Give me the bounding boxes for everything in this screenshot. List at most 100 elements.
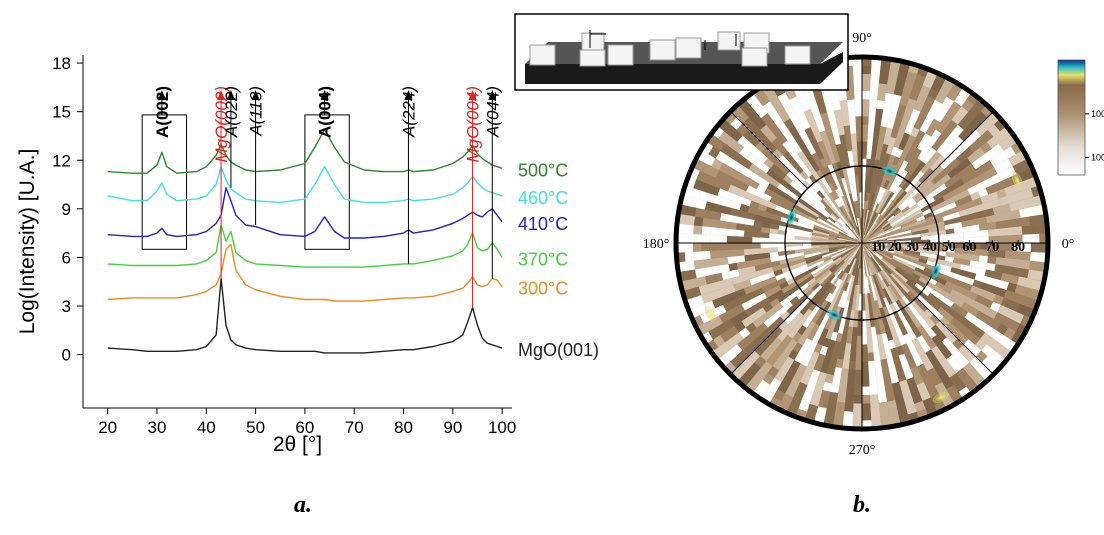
texture-cell: [835, 358, 844, 369]
texture-cell: [867, 99, 878, 134]
texture-cell: [888, 365, 900, 384]
texture-cell: [850, 133, 859, 168]
texture-cell: [756, 183, 767, 194]
texture-cell: [752, 302, 784, 329]
texture-cell: [778, 155, 806, 184]
annotation-label: MgO(002): [212, 86, 231, 163]
texture-cell: [988, 243, 1006, 251]
texture-cell: [885, 314, 902, 348]
texture-cell: [817, 179, 830, 196]
texture-cell: [846, 258, 857, 284]
texture-cell: [752, 237, 778, 243]
texture-cell: [901, 205, 910, 214]
texture-cell: [903, 333, 924, 367]
texture-cell: [828, 84, 841, 111]
texture-cell: [846, 202, 860, 236]
texture-cell: [847, 221, 862, 243]
texture-cell: [962, 229, 989, 238]
texture-cell: [862, 243, 884, 258]
texture-cell: [914, 74, 926, 86]
texture-cell: [799, 170, 809, 181]
texture-cell: [711, 264, 730, 275]
texture-cell: [918, 258, 928, 264]
texture-cell: [877, 225, 902, 237]
texture-cell: [945, 228, 955, 235]
texture-cell: [943, 214, 970, 226]
texture-cell: [952, 338, 964, 350]
texture-cell: [858, 234, 862, 243]
texture-cell: [946, 354, 964, 373]
texture-cell: [941, 337, 970, 368]
texture-cell: [1006, 282, 1018, 293]
texture-cell: [854, 90, 862, 117]
psi-tick-label: 70: [985, 240, 999, 255]
texture-cell: [700, 331, 714, 345]
texture-cell: [767, 366, 780, 378]
texture-cell: [789, 296, 800, 306]
texture-cell: [933, 363, 955, 390]
texture-cell: [804, 251, 822, 259]
texture-cell: [836, 239, 854, 243]
texture-cell: [981, 344, 1007, 368]
texture-cell: [892, 310, 909, 336]
texture-cell: [862, 233, 877, 243]
texture-cell: [862, 90, 870, 100]
texture-cell: [805, 288, 815, 297]
texture-cell: [777, 238, 812, 243]
texture-cell: [870, 193, 876, 203]
texture-cell: [831, 246, 855, 259]
texture-cell: [892, 320, 900, 330]
texture-cell: [862, 243, 884, 257]
texture-cell: [846, 275, 854, 292]
texture-cell: [868, 258, 886, 290]
texture-cell: [708, 146, 721, 159]
texture-cell: [900, 218, 918, 228]
texture-cell: [862, 243, 879, 248]
texture-cell: [993, 118, 1007, 132]
texture-cell: [880, 270, 892, 286]
texture-cell: [813, 114, 826, 133]
texture-cell: [828, 248, 838, 252]
texture-cell: [754, 214, 789, 228]
texture-cell: [806, 218, 839, 234]
texture-cell: [862, 239, 870, 243]
texture-cell: [908, 320, 922, 339]
texture-cell: [892, 256, 917, 270]
texture-cell: [735, 223, 762, 233]
texture-cell: [980, 141, 992, 154]
texture-cell: [968, 141, 981, 153]
series-label: 460°C: [518, 188, 568, 208]
texture-cell: [842, 411, 854, 429]
texture-cell: [862, 221, 877, 243]
texture-cell: [752, 157, 771, 174]
texture-cell: [949, 372, 967, 392]
texture-cell: [891, 381, 906, 409]
texture-cell: [798, 400, 810, 412]
texture-cell: [811, 240, 846, 243]
texture-cell: [766, 183, 799, 205]
texture-cell: [838, 217, 857, 238]
texture-cell: [944, 163, 976, 188]
texture-cell: [822, 381, 833, 392]
y-tick-label: 15: [52, 103, 71, 122]
texture-cell: [833, 153, 841, 163]
texture-cell: [813, 343, 823, 354]
texture-cell: [851, 175, 858, 202]
texture-cell: [878, 260, 892, 275]
x-axis-label: 2θ [°]: [273, 433, 322, 456]
psi-tick-label: 40: [923, 240, 937, 255]
texture-cell: [910, 366, 924, 386]
texture-cell: [862, 231, 875, 243]
texture-cell: [919, 99, 943, 134]
texture-cell: [907, 290, 928, 313]
texture-cell: [718, 131, 731, 144]
texture-cell: [845, 257, 855, 274]
texture-cell: [853, 243, 862, 246]
arrow-head: [320, 90, 329, 100]
texture-cell: [794, 204, 819, 220]
texture-cell: [912, 239, 930, 243]
texture-cell: [755, 327, 773, 345]
texture-cell: [855, 243, 862, 259]
texture-cell: [767, 316, 785, 333]
texture-cell: [787, 223, 814, 233]
